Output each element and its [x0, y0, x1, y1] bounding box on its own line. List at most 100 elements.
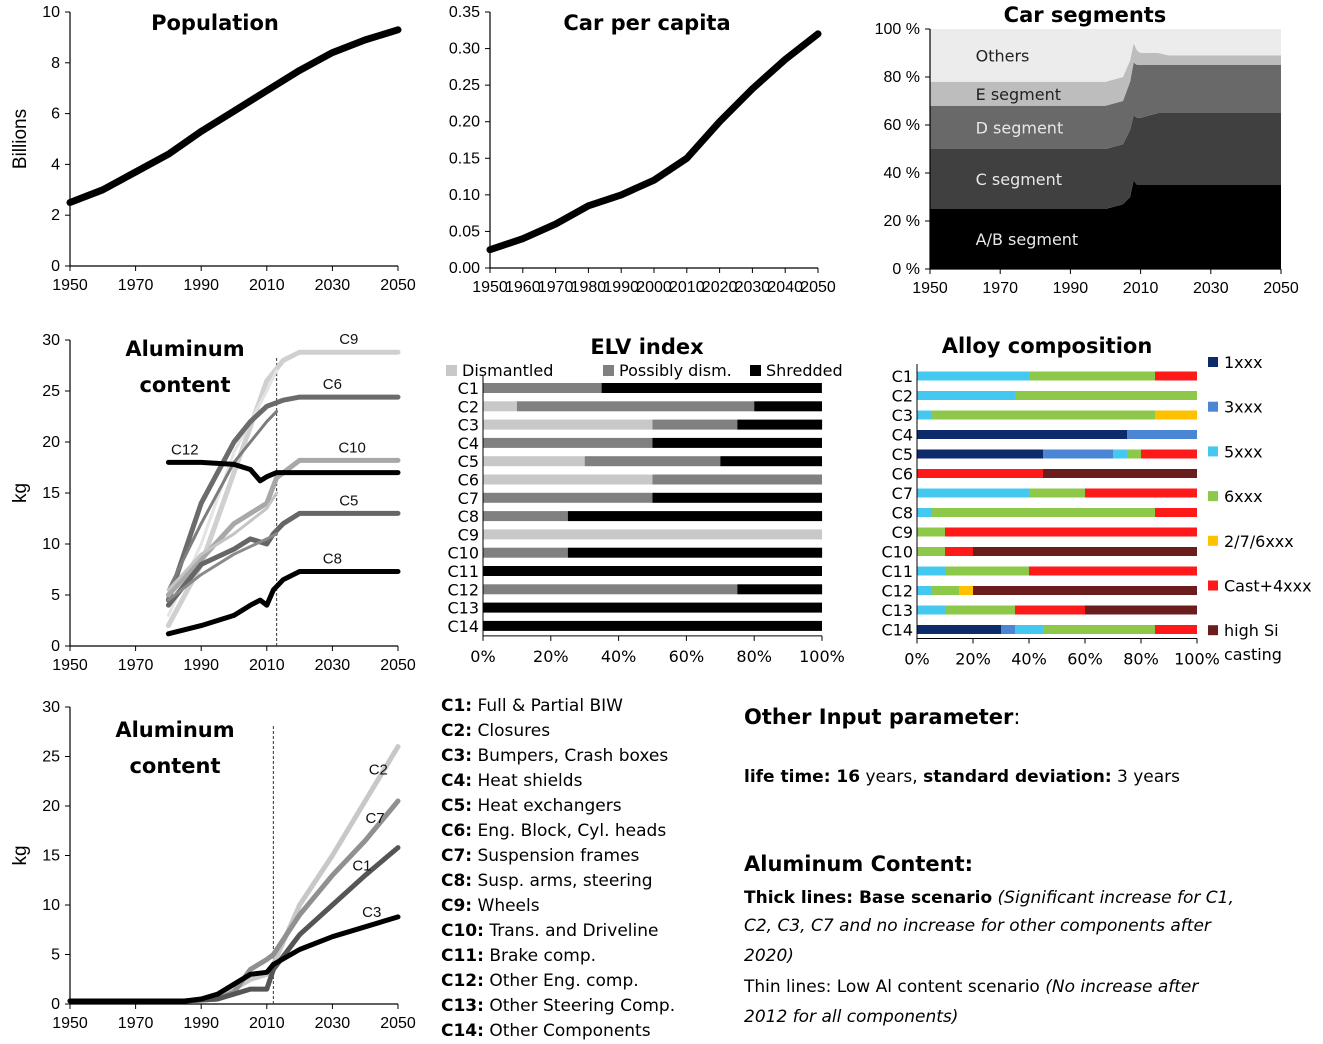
component-legend-item: C11: Brake comp. [441, 944, 596, 969]
x-tick-label: 1950 [52, 657, 88, 674]
bar-segment [945, 605, 1015, 615]
y-tick-label: 10 [42, 4, 60, 21]
series-label: C9 [339, 331, 358, 348]
legend-swatch [1208, 580, 1218, 591]
legend-swatch [603, 365, 614, 376]
series-line-c10 [165, 457, 401, 598]
legend-swatch [1208, 401, 1218, 412]
x-tick-label: 2030 [315, 277, 351, 294]
bar-segment [652, 437, 822, 448]
legend-label: 3xxx [1224, 398, 1263, 417]
chart-title: ELV index [590, 335, 704, 359]
legend-label: 5xxx [1224, 442, 1263, 461]
y-tick-label: 60 % [884, 117, 920, 134]
category-label: C2 [892, 387, 913, 406]
bar-segment [945, 547, 973, 556]
x-tick-label: 2050 [380, 1015, 416, 1032]
category-label: C6 [458, 471, 479, 490]
legend-label: 1xxx [1224, 353, 1263, 372]
series-label: C5 [339, 492, 358, 509]
x-tick-label: 2030 [735, 279, 771, 296]
y-tick-label: 80 % [884, 69, 920, 86]
x-tick-label: 2050 [1263, 280, 1299, 297]
component-code: C7: [441, 846, 473, 866]
category-label: C1 [892, 367, 913, 386]
aluminum_content_2-axes [65, 706, 399, 1009]
bar-segment [917, 391, 1015, 400]
component-name: Suspension frames [477, 846, 640, 866]
category-label: C10 [447, 544, 479, 563]
component-legend-item: C5: Heat exchangers [441, 794, 622, 819]
x-tick-label: 1990 [1053, 280, 1089, 297]
bar-segment [483, 529, 822, 540]
x-tick-label: 1950 [472, 279, 508, 296]
population-axes [65, 11, 399, 271]
y-tick-label: 0.20 [449, 114, 480, 131]
chart-title: Alloy composition [942, 334, 1153, 358]
series-line-c12 [165, 459, 401, 484]
category-label: C7 [892, 484, 913, 503]
bar-segment [483, 492, 653, 503]
chart-title: Aluminum [115, 718, 234, 742]
x-tick-label: 1970 [118, 657, 154, 674]
area-label: C segment [976, 170, 1062, 189]
series-label: C1 [352, 857, 371, 874]
al-content-title: Aluminum Content: [744, 852, 974, 876]
category-label: C6 [892, 465, 913, 484]
car_segments-axes [925, 28, 1282, 274]
bar-segment [652, 492, 822, 503]
bar-segment [1043, 625, 1155, 634]
y-tick-label: 25 [42, 383, 60, 400]
category-label: C7 [458, 489, 479, 508]
bar-segment [483, 474, 653, 485]
thin-lines-note-2: 2012 for all components) [744, 1007, 959, 1027]
x-tick-label: 2030 [315, 1015, 351, 1032]
y-tick-label: 40 % [884, 165, 920, 182]
bar-segment [483, 401, 517, 412]
bar-segment [917, 605, 945, 615]
x-tick-label: 1990 [183, 277, 219, 294]
legend-label: Cast+4xxx [1224, 577, 1312, 596]
x-tick-label: 60% [669, 647, 705, 666]
y-axis-label: kg [10, 483, 31, 503]
area-label: E segment [976, 85, 1061, 104]
series-line-c8 [165, 569, 401, 637]
bar-segment [1085, 605, 1197, 615]
component-name: Wheels [477, 896, 540, 916]
area-label: D segment [976, 118, 1064, 137]
component-code: C2: [441, 721, 473, 741]
component-name: Susp. arms, steering [477, 871, 653, 891]
bar-segment [917, 586, 931, 595]
series-line-c2 [67, 744, 401, 1004]
chart-title: Population [151, 11, 279, 35]
bar-segment [483, 456, 585, 467]
series-line-c5 [166, 532, 279, 602]
component-legend-item: C7: Suspension frames [441, 844, 639, 869]
y-tick-label: 0.05 [449, 223, 480, 240]
y-tick-label: 4 [51, 156, 60, 173]
y-tick-label: 30 [42, 332, 60, 349]
bar-segment [1043, 449, 1113, 459]
category-label: C2 [458, 397, 479, 416]
series-line-c1 [67, 845, 401, 1004]
legend-swatch [750, 365, 761, 376]
bar-segment [584, 456, 721, 467]
category-label: C3 [458, 416, 479, 435]
car_per_capita-axes [485, 11, 819, 273]
category-label: C5 [458, 452, 479, 471]
x-tick-label: 2010 [249, 657, 285, 674]
bar-segment [917, 566, 945, 576]
bar-segment [1155, 371, 1197, 381]
x-tick-label: 2050 [380, 277, 416, 294]
x-tick-label: 2050 [380, 657, 416, 674]
area-c-segment [930, 113, 1281, 209]
bar-segment [1141, 449, 1197, 459]
component-code: C12: [441, 971, 484, 991]
category-label: C14 [447, 617, 479, 636]
bar-segment [483, 437, 653, 448]
legend-label: casting [1224, 645, 1282, 664]
bar-segment [1113, 449, 1127, 459]
x-tick-label: 2030 [1193, 280, 1229, 297]
component-legend-item: C6: Eng. Block, Cyl. heads [441, 819, 666, 844]
bar-segment [1155, 410, 1197, 420]
